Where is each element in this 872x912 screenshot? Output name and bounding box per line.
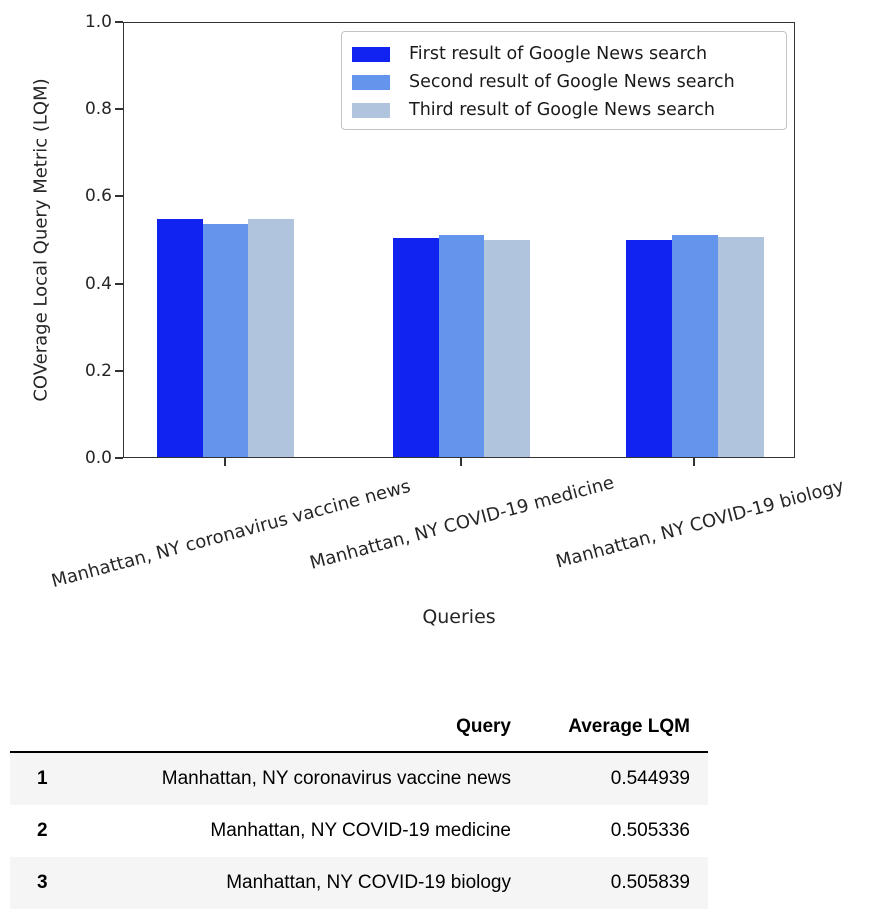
bar <box>202 223 249 457</box>
table-row: 1 Manhattan, NY coronavirus vaccine news 0… <box>10 752 708 805</box>
y-tick-label: 1.0 <box>84 12 112 32</box>
y-tick-mark <box>115 108 123 111</box>
y-axis-label: COVerage Local Query Metric (LQM) <box>30 78 52 402</box>
bar <box>438 234 485 457</box>
legend-label: Second result of Google News search <box>409 72 735 92</box>
y-tick-label: 0.0 <box>84 448 112 468</box>
y-tick-label: 0.4 <box>84 273 112 294</box>
query-cell: Manhattan, NY COVID-19 biology <box>226 872 511 893</box>
legend-swatch-icon <box>352 74 390 90</box>
bar-chart-figure: COVerage Local Query Metric (LQM) 0.0 0.2… <box>30 12 847 628</box>
x-tick-mark <box>693 458 695 466</box>
legend: First result of Google News search Second… <box>341 31 787 130</box>
x-tick-label: Manhattan, NY coronavirus vaccine news <box>49 475 413 593</box>
legend-swatch-icon <box>352 102 390 118</box>
lqm-cell: 0.505336 <box>610 820 690 841</box>
x-tick-mark <box>223 458 226 466</box>
x-axis-label: Queries <box>422 606 496 628</box>
row-index: 2 <box>37 820 48 841</box>
y-tick-mark <box>115 457 123 459</box>
legend-item: First result of Google News search <box>352 40 786 68</box>
bar <box>156 218 203 457</box>
y-tick-label: 0.6 <box>84 186 112 207</box>
y-tick-mark <box>115 21 123 23</box>
lqm-cell: 0.544939 <box>610 768 690 789</box>
table-row: 3 Manhattan, NY COVID-19 biology 0.505839 <box>10 857 708 909</box>
query-cell: Manhattan, NY coronavirus vaccine news <box>161 768 511 789</box>
bar <box>248 219 295 457</box>
y-tick-label: 0.8 <box>84 99 112 120</box>
bar <box>626 240 673 457</box>
bar <box>672 234 718 457</box>
y-tick-mark <box>115 282 123 285</box>
results-table: Query Average LQM 1 Manhattan, NY coronav… <box>10 684 708 909</box>
bar <box>392 238 439 457</box>
query-cell: Manhattan, NY COVID-19 medicine <box>210 820 511 841</box>
legend-label: First result of Google News search <box>409 44 708 64</box>
table-header-avg-lqm: Average LQM <box>519 684 708 753</box>
row-index: 3 <box>37 872 48 893</box>
y-tick-mark <box>115 369 123 372</box>
row-index: 1 <box>37 768 48 789</box>
table-header-index <box>10 684 65 753</box>
y-tick-label: 0.2 <box>84 360 112 381</box>
bar <box>717 237 764 457</box>
y-tick-mark <box>115 195 123 198</box>
legend-label: Third result of Google News search <box>409 100 715 120</box>
x-tick-mark <box>459 458 462 466</box>
table-header-query: Query <box>65 684 519 753</box>
bar <box>484 240 531 457</box>
legend-swatch-icon <box>352 46 390 62</box>
lqm-cell: 0.505839 <box>610 872 690 893</box>
table-header-row: Query Average LQM <box>10 684 708 753</box>
table-row: 2 Manhattan, NY COVID-19 medicine 0.505336 <box>10 805 708 857</box>
legend-item: Second result of Google News search <box>352 68 786 96</box>
legend-item: Third result of Google News search <box>352 96 786 124</box>
